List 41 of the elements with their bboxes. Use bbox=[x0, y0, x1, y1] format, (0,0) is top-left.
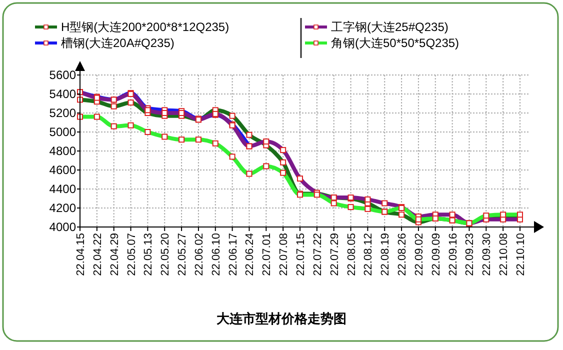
x-tick-label: 22.04.29 bbox=[108, 233, 121, 276]
y-tick-label: 5600 bbox=[49, 68, 76, 82]
text: 大连市型材价格走势图 bbox=[216, 311, 346, 326]
y-tick-label: 4400 bbox=[49, 182, 76, 196]
x-tick-label: 22.10.10 bbox=[515, 233, 527, 276]
x-tick-label: 22.10.08 bbox=[498, 233, 510, 276]
x-tick-label: 22.09.02 bbox=[413, 233, 426, 276]
x-tick-label: 22.06.02 bbox=[193, 233, 206, 276]
x-tick-label: 22.08.05 bbox=[346, 233, 358, 276]
x-tick-label: 22.09.09 bbox=[430, 233, 442, 276]
legend-label: 角钢(大连50*50*5Q235) bbox=[331, 36, 460, 50]
y-tick-label: 4200 bbox=[49, 201, 76, 215]
x-tick-label: 22.04.15 bbox=[75, 233, 87, 276]
x-tick-label: 22.07.01 bbox=[261, 233, 274, 276]
y-tick-label: 4000 bbox=[49, 220, 76, 234]
x-tick-label: 22.08.12 bbox=[362, 233, 375, 276]
x-tick-label: 22.06.10 bbox=[210, 233, 222, 276]
x-tick-label: 22.07.08 bbox=[278, 233, 290, 276]
x-tick-label: 22.09.23 bbox=[464, 233, 476, 276]
x-tick-label: 22.09.30 bbox=[481, 233, 494, 276]
x-tick-label: 22.06.17 bbox=[227, 233, 240, 276]
x-tick-label: 22.05.13 bbox=[142, 233, 155, 276]
x-tick-label: 22.08.26 bbox=[396, 233, 409, 276]
x-tick-label: 22.04.22 bbox=[92, 233, 104, 276]
x-tick-label: 22.05.20 bbox=[160, 233, 172, 276]
legend-label: 工字钢(大连25#Q235) bbox=[331, 20, 448, 34]
x-tick-label: 22.09.16 bbox=[447, 233, 460, 276]
y-tick-label: 5400 bbox=[49, 87, 76, 101]
legend-label: H型钢(大连200*200*8*12Q235) bbox=[61, 20, 230, 34]
y-tick-label: 5200 bbox=[49, 106, 76, 120]
x-tick-label: 22.06.24 bbox=[244, 233, 256, 276]
y-tick-label: 4600 bbox=[49, 163, 76, 177]
y-tick-label: 5000 bbox=[49, 125, 76, 139]
x-tick-label: 22.07.22 bbox=[312, 233, 324, 276]
y-tick-label: 4800 bbox=[49, 144, 76, 158]
x-tick-label: 22.05.27 bbox=[176, 233, 189, 276]
x-tick-label: 22.08.19 bbox=[380, 233, 392, 276]
x-tick-label: 22.05.07 bbox=[126, 233, 138, 276]
legend-label: 槽钢(大连20A#Q235) bbox=[61, 36, 174, 50]
x-tick-label: 22.07.29 bbox=[328, 233, 341, 276]
x-tick-label: 22.07.15 bbox=[295, 233, 307, 276]
